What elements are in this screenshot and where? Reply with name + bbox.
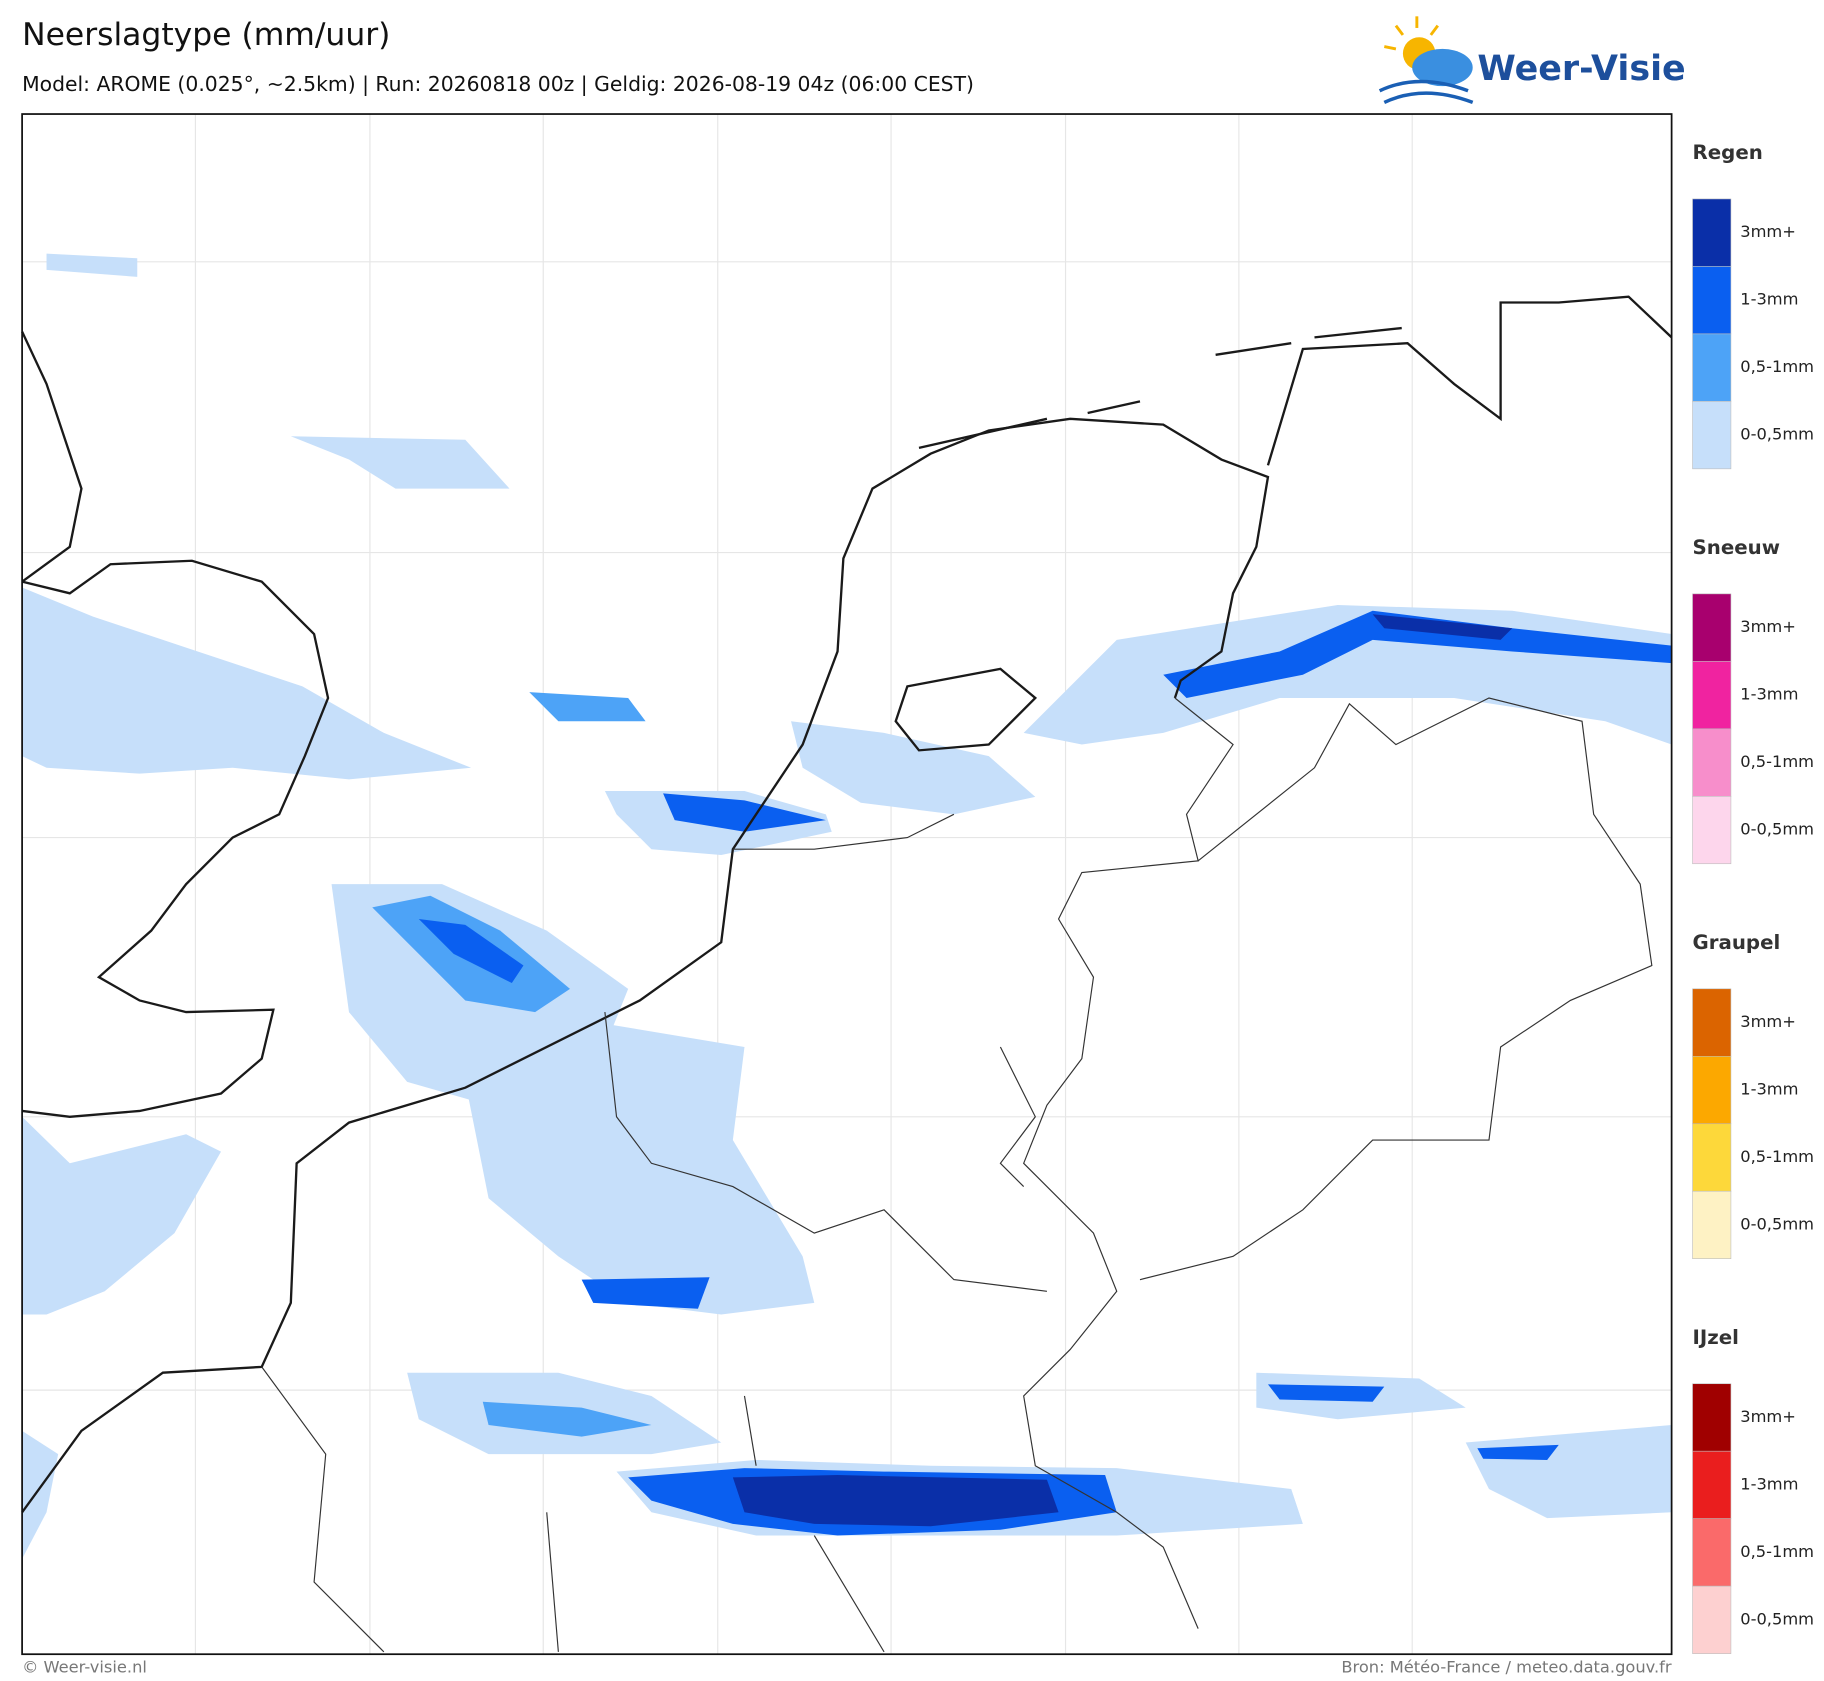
legend-label: 0-0,5mm	[1740, 820, 1814, 839]
legend-swatch	[1692, 1190, 1732, 1259]
legend-swatch	[1692, 1585, 1732, 1654]
legend-swatch	[1692, 593, 1732, 662]
logo-cloud	[1412, 48, 1473, 87]
legend-label: 0,5-1mm	[1740, 357, 1814, 376]
legend-group: IJzel 3mm+ 1-3mm 0,5-1mm 0-0,5mm	[1692, 1326, 1814, 1654]
legend-swatch	[1692, 1518, 1732, 1587]
legend-swatch	[1692, 1055, 1732, 1125]
legend-label: 0-0,5mm	[1740, 1609, 1814, 1628]
title: Neerslagtype (mm/uur)	[22, 17, 390, 53]
footer-credit: © Weer-visie.nl	[22, 1658, 147, 1677]
footer-source: Bron: Météo-France / meteo.data.gouv.fr	[1341, 1658, 1672, 1677]
legend-label: 1-3mm	[1740, 685, 1798, 704]
legend-label: 0-0,5mm	[1740, 425, 1814, 444]
map	[21, 113, 1673, 1656]
legend-label: 0,5-1mm	[1740, 1147, 1814, 1166]
legend-label: 1-3mm	[1740, 290, 1798, 309]
legend-label: 3mm+	[1740, 222, 1796, 241]
legend-swatch	[1692, 1123, 1732, 1192]
legend-swatch	[1692, 796, 1732, 865]
legend-swatch	[1692, 1383, 1732, 1452]
map-frame	[21, 113, 1673, 1656]
legend-swatch	[1692, 401, 1732, 470]
legend-label: 3mm+	[1740, 1012, 1796, 1031]
coastlines	[21, 295, 1673, 1513]
legend: Regen 3mm+ 1-3mm 0,5-1mm 0-0,5mm Sneeuw 3mm+ 1-…	[1692, 141, 1814, 1654]
legend-label: 3mm+	[1740, 1407, 1796, 1426]
legend-swatch	[1692, 266, 1732, 335]
legend-swatch	[1692, 988, 1732, 1057]
legend-label: 0,5-1mm	[1740, 1542, 1814, 1561]
logo-text: Weer-Visie	[1477, 49, 1685, 89]
legend-title: Regen	[1693, 141, 1763, 164]
legend-swatch	[1692, 661, 1732, 730]
legend-label: 3mm+	[1740, 617, 1796, 636]
legend-swatch	[1692, 198, 1732, 267]
legend-label: 1-3mm	[1740, 1080, 1798, 1099]
legend-label: 1-3mm	[1740, 1474, 1798, 1493]
legend-group: Graupel 3mm+ 1-3mm 0,5-1mm 0-0,5mm	[1692, 931, 1814, 1259]
logo-waves	[1378, 79, 1474, 105]
subtitle: Model: AROME (0.025°, ~2.5km) | Run: 202…	[22, 72, 974, 97]
borders	[261, 697, 1653, 1653]
legend-swatch	[1692, 333, 1732, 402]
legend-title: Graupel	[1693, 931, 1781, 954]
legend-swatch	[1692, 1450, 1732, 1519]
map-background	[22, 114, 1672, 1655]
precipitation	[22, 253, 1672, 1559]
legend-title: IJzel	[1693, 1326, 1739, 1349]
legend-swatch	[1692, 728, 1732, 797]
logo: Weer-Visie	[1378, 16, 1686, 105]
legend-group: Regen 3mm+ 1-3mm 0,5-1mm 0-0,5mm	[1692, 141, 1814, 470]
legend-label: 0,5-1mm	[1740, 752, 1814, 771]
legend-label: 0-0,5mm	[1740, 1214, 1814, 1233]
logo-sun	[1384, 16, 1439, 51]
legend-title: Sneeuw	[1693, 536, 1780, 559]
legend-group: Sneeuw 3mm+ 1-3mm 0,5-1mm 0-0,5mm	[1692, 536, 1814, 865]
